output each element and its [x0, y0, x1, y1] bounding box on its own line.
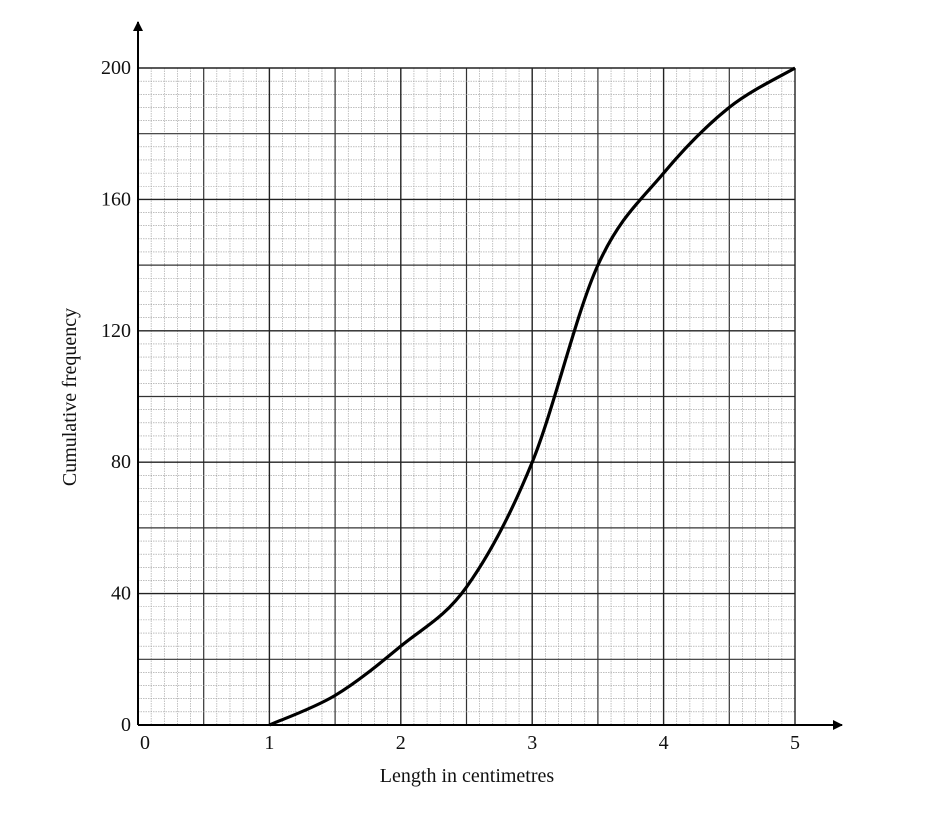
y-axis-label: Cumulative frequency	[59, 308, 81, 486]
grid	[137, 67, 796, 726]
y-tick-label: 120	[101, 320, 131, 342]
x-tick-label: 0	[140, 732, 150, 754]
y-tick-label: 40	[111, 583, 131, 605]
x-tick-label: 2	[396, 732, 406, 754]
y-tick-label: 200	[101, 57, 131, 79]
y-tick-label: 80	[111, 451, 131, 473]
y-tick-label: 0	[121, 714, 131, 736]
y-tick-label: 160	[101, 188, 131, 210]
curve	[268, 66, 796, 727]
x-axis-label: Length in centimetres	[380, 765, 555, 787]
x-tick-label: 3	[527, 732, 537, 754]
x-tick-label: 5	[790, 732, 800, 754]
x-tick-label: 1	[264, 732, 274, 754]
x-tick-label: 4	[659, 732, 669, 754]
